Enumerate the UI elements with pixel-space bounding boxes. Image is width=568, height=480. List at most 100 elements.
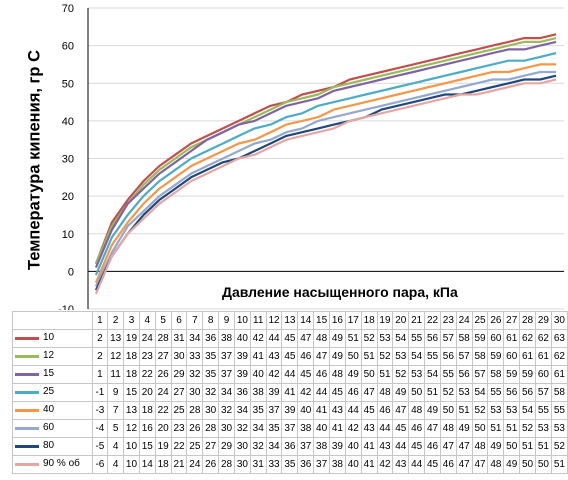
data-label: 49 (329, 329, 346, 348)
data-label: 55 (408, 329, 426, 348)
data-label: 35 (202, 365, 220, 384)
data-label: 44 (376, 419, 394, 438)
data-label: 59 (471, 329, 489, 348)
data-label: 35 (249, 401, 267, 420)
data-label: 47 (360, 383, 378, 402)
data-label: 46 (439, 455, 457, 474)
data-label: -4 (91, 419, 109, 438)
data-label: 56 (439, 347, 457, 366)
data-label: 40 (313, 419, 331, 438)
data-label: 44 (313, 383, 331, 402)
legend-label: 10 (43, 332, 55, 344)
data-label: 38 (249, 383, 267, 402)
x-tick-label: 30 (550, 311, 568, 330)
x-tick-label: 27 (503, 311, 521, 330)
legend-swatch (15, 354, 39, 358)
data-label: 45 (360, 401, 378, 420)
data-label: 61 (519, 347, 536, 366)
data-label: 60 (487, 329, 505, 348)
x-tick-label: 25 (471, 311, 489, 330)
data-label: 14 (138, 455, 156, 474)
data-label: 22 (138, 365, 156, 384)
data-label: 36 (281, 437, 299, 456)
table-row: 90 % об -6 4 10 14 18 21 24 26 28 30 31 33 35 36 37 38 40… (12, 455, 568, 474)
x-tick-label: 19 (376, 311, 394, 330)
y-tick-label: -10 (58, 304, 74, 310)
data-label: 19 (123, 329, 140, 348)
legend-swatch (15, 390, 39, 394)
series-line (94, 52, 557, 276)
data-label: 47 (424, 419, 441, 438)
series-lines (94, 33, 557, 295)
data-label: 50 (503, 437, 521, 456)
data-label: 43 (376, 437, 394, 456)
series-line (94, 37, 557, 265)
data-label: 25 (186, 437, 204, 456)
data-label: 52 (360, 329, 378, 348)
data-label: 51 (503, 419, 521, 438)
data-label: 23 (170, 419, 188, 438)
data-label: 45 (392, 419, 410, 438)
data-label: 53 (550, 419, 568, 438)
data-label: 50 (408, 383, 426, 402)
data-label: 47 (471, 455, 489, 474)
x-tick-label: 20 (392, 311, 410, 330)
data-label: 33 (186, 347, 204, 366)
data-label: 10 (123, 437, 140, 456)
data-label: 44 (265, 329, 283, 348)
data-label: 43 (392, 455, 410, 474)
data-label: 18 (123, 365, 140, 384)
data-label: 36 (233, 383, 251, 402)
data-label: 41 (329, 419, 346, 438)
data-label: 45 (281, 329, 299, 348)
data-label: 22 (170, 437, 188, 456)
legend-entry: 10 (12, 329, 93, 348)
data-label: 48 (471, 437, 489, 456)
x-tick-label: 11 (249, 311, 267, 330)
data-label: 51 (360, 347, 378, 366)
data-label: 47 (313, 347, 331, 366)
data-label: 53 (503, 401, 521, 420)
legend-label: 80 (43, 440, 55, 452)
x-tick-label: 6 (170, 311, 188, 330)
legend-swatch (15, 444, 39, 448)
x-tick-label: 26 (487, 311, 505, 330)
data-label: 29 (170, 365, 188, 384)
data-label: 37 (313, 455, 331, 474)
data-label: 50 (344, 347, 362, 366)
axes (87, 8, 564, 309)
data-label: 39 (281, 401, 299, 420)
data-label: 15 (123, 383, 140, 402)
data-label: 31 (170, 329, 188, 348)
data-label: 55 (424, 347, 441, 366)
data-label: 50 (519, 455, 536, 474)
data-label: 28 (218, 455, 235, 474)
data-label: 47 (455, 437, 473, 456)
data-label: 2 (91, 329, 109, 348)
data-label: 38 (329, 455, 346, 474)
legend-label: 60 (43, 422, 55, 434)
data-label: 27 (154, 347, 172, 366)
data-label: 4 (107, 455, 125, 474)
data-label: 39 (233, 365, 251, 384)
x-axis-label: Давление насыщенного пара, кПа (222, 284, 458, 300)
x-tick-label: 21 (408, 311, 426, 330)
data-label: 52 (376, 347, 394, 366)
data-label: 62 (534, 329, 552, 348)
series-line (94, 74, 557, 291)
data-label: 44 (281, 365, 299, 384)
data-label: 40 (344, 437, 362, 456)
data-label: 48 (487, 455, 505, 474)
data-label: 32 (186, 365, 204, 384)
data-label: 27 (170, 383, 188, 402)
table-row: 40 -3 7 13 18 22 25 28 30 32 34 35 37 39 40 41 43 44 45 46 4… (12, 401, 568, 420)
data-label: 34 (186, 329, 204, 348)
data-label: 59 (503, 365, 521, 384)
data-label: 34 (218, 383, 235, 402)
legend-label: 40 (43, 404, 55, 416)
y-axis-label: Температура кипения, гр С (25, 49, 44, 271)
data-label: 38 (218, 329, 235, 348)
data-label: 30 (186, 383, 204, 402)
data-label: 37 (218, 365, 235, 384)
data-label: 34 (265, 437, 283, 456)
